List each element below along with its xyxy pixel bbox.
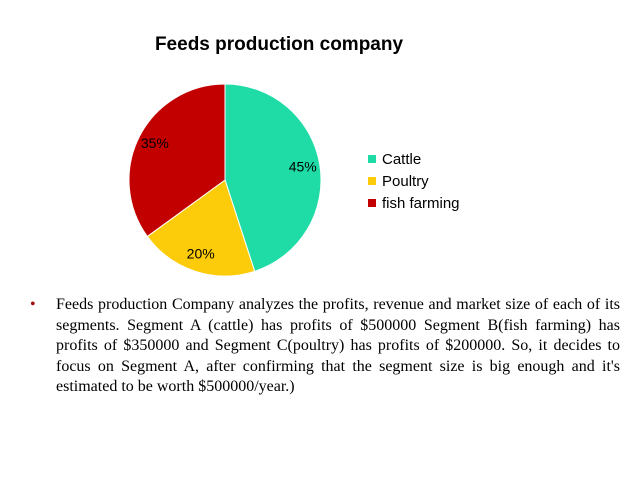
pie-slice-cattle bbox=[224, 83, 322, 272]
bullet-marker: • bbox=[30, 296, 36, 313]
data-label-fish-farming: 35% bbox=[141, 135, 169, 151]
data-label-cattle: 45% bbox=[289, 158, 317, 174]
pie-slice-poultry bbox=[146, 179, 256, 277]
legend-item-cattle: Cattle bbox=[368, 148, 460, 170]
chart-legend: Cattle Poultry fish farming bbox=[368, 148, 460, 214]
chart-title: Feeds production company bbox=[154, 34, 404, 55]
data-label-poultry: 20% bbox=[187, 246, 215, 262]
legend-label-cattle: Cattle bbox=[382, 150, 422, 168]
bullet-text: Feeds production Company analyzes the pr… bbox=[56, 296, 620, 395]
legend-item-poultry: Poultry bbox=[368, 170, 460, 192]
bullet-paragraph: • Feeds production Company analyzes the … bbox=[30, 295, 620, 398]
legend-label-poultry: Poultry bbox=[382, 172, 429, 190]
legend-item-fish-farming: fish farming bbox=[368, 192, 460, 214]
legend-swatch-fish-farming bbox=[368, 199, 376, 207]
legend-swatch-cattle bbox=[368, 155, 376, 163]
legend-label-fish-farming: fish farming bbox=[382, 194, 460, 212]
pie-slice-fish-farming bbox=[128, 83, 226, 238]
legend-swatch-poultry bbox=[368, 177, 376, 185]
